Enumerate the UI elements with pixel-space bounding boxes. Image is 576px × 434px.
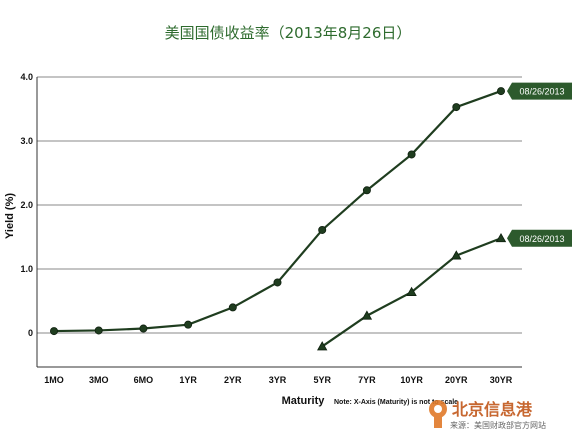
x-tick-label: 10YR xyxy=(400,375,423,385)
series xyxy=(50,87,507,351)
series-flag-box xyxy=(507,229,572,247)
watermark-source: 来源：美国财政部官方网站 xyxy=(450,420,546,430)
series-flag: 08/26/2013 xyxy=(507,82,572,100)
data-point-triangle xyxy=(317,341,328,351)
series-flag-label: 08/26/2013 xyxy=(519,234,564,244)
y-tick-label: 4.0 xyxy=(20,72,33,82)
x-tick-label: 3MO xyxy=(89,375,109,385)
x-tick-label: 7YR xyxy=(358,375,376,385)
data-point-circle xyxy=(139,324,148,333)
x-axis-note: Note: X-Axis (Maturity) is not to scale xyxy=(334,399,458,406)
watermark-logo-icon xyxy=(429,400,447,428)
data-point-circle xyxy=(184,320,193,329)
data-point-circle xyxy=(496,87,505,96)
data-point-circle xyxy=(273,278,282,287)
series-flag-label: 08/26/2013 xyxy=(519,87,564,97)
data-point-triangle xyxy=(451,250,462,260)
chart-title: 美国国债收益率（2013年8月26日） xyxy=(165,24,412,42)
x-tick-labels: 1MO 3MO 6MO 1YR 2YR 3YR 5YR 7YR 10YR 20YR 30YR xyxy=(44,375,513,385)
watermark: 北京信息港 来源：美国财政部官方网站 xyxy=(429,400,546,430)
series-flag: 08/26/2013 xyxy=(507,229,572,247)
x-tick-label: 20YR xyxy=(445,375,468,385)
data-point-circle xyxy=(50,327,59,336)
series-line xyxy=(53,90,502,333)
y-tick-labels: 0 1.0 2.0 3.0 4.0 xyxy=(20,72,33,338)
data-point-circle xyxy=(407,150,416,159)
axes xyxy=(36,77,522,368)
y-tick-label: 0 xyxy=(28,328,33,338)
data-point-triangle xyxy=(361,310,373,320)
series-flag-box xyxy=(507,82,572,100)
data-point-circle xyxy=(362,186,371,195)
data-point-circle xyxy=(318,225,327,234)
data-point-circle xyxy=(452,103,461,112)
x-tick-label: 30YR xyxy=(490,375,513,385)
data-point-triangle xyxy=(406,286,417,296)
y-tick-label: 2.0 xyxy=(20,200,33,210)
y-tick-label: 3.0 xyxy=(20,136,33,146)
data-point-triangle xyxy=(495,232,507,243)
x-tick-label: 2YR xyxy=(224,375,242,385)
x-tick-label: 6MO xyxy=(134,375,154,385)
data-point-circle xyxy=(228,303,237,312)
y-axis-label: Yield (%) xyxy=(4,193,16,239)
x-tick-label: 5YR xyxy=(313,375,331,385)
y-tick-label: 1.0 xyxy=(20,264,33,274)
x-tick-label: 1YR xyxy=(179,375,197,385)
series-flags: 08/26/2013 08/26/2013 xyxy=(507,82,572,247)
x-axis-label: Maturity xyxy=(282,395,326,407)
x-tick-label: 1MO xyxy=(44,375,64,385)
data-point-circle xyxy=(94,326,103,335)
x-tick-label: 3YR xyxy=(269,375,287,385)
watermark-brand: 北京信息港 xyxy=(452,400,533,419)
